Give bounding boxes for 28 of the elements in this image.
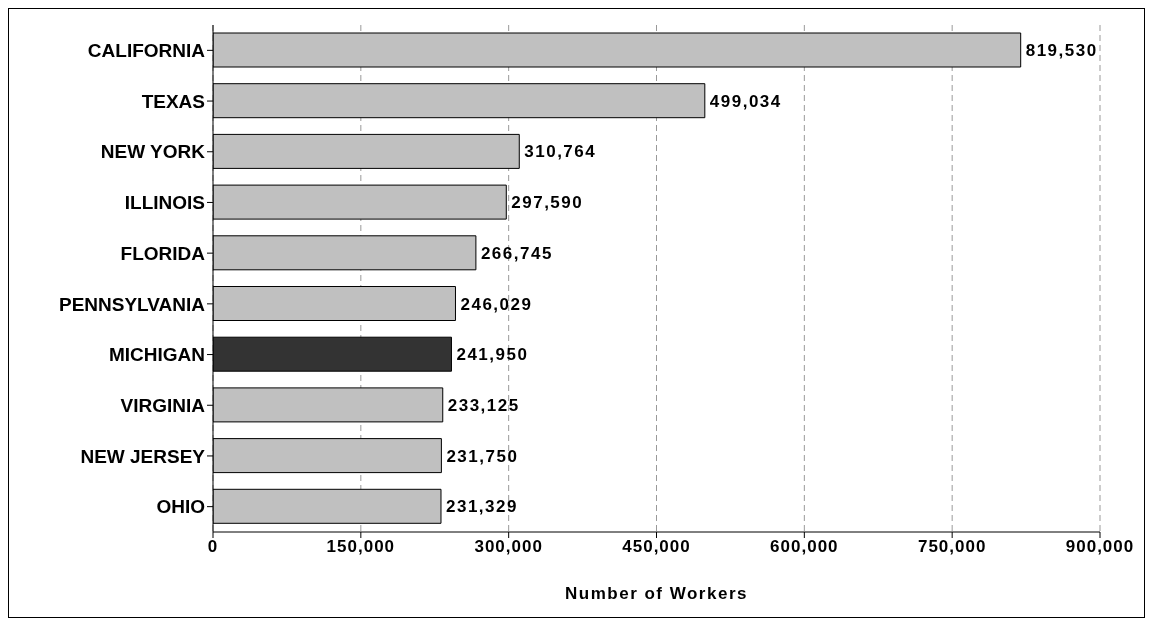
x-tick-label: 600,000 xyxy=(770,537,839,557)
y-tick-label: MICHIGAN xyxy=(108,344,205,366)
x-tick-label: 0 xyxy=(207,537,219,557)
y-tick-label: CALIFORNIA xyxy=(87,40,206,62)
data-label: 819,530 xyxy=(1025,41,1098,61)
data-label: 241,950 xyxy=(456,345,529,365)
data-label: 231,329 xyxy=(445,497,518,517)
data-label: 310,764 xyxy=(524,142,597,162)
data-label: 233,125 xyxy=(447,395,520,415)
y-tick-label: PENNSYLVANIA xyxy=(58,293,206,315)
data-label: 231,750 xyxy=(446,446,519,466)
y-tick-label: NEW JERSEY xyxy=(80,445,206,467)
y-tick-label: NEW YORK xyxy=(100,141,206,163)
x-axis-title: Number of Workers xyxy=(565,584,748,603)
y-tick-label: OHIO xyxy=(156,496,205,518)
data-label: 499,034 xyxy=(709,91,782,111)
y-tick-label: TEXAS xyxy=(141,90,205,112)
x-tick-label: 900,000 xyxy=(1065,537,1135,557)
x-tick-label: 300,000 xyxy=(474,537,543,557)
x-tick-label: 450,000 xyxy=(622,537,691,557)
data-label: 266,745 xyxy=(480,243,553,263)
data-label: 297,590 xyxy=(511,193,584,213)
x-tick-label: 750,000 xyxy=(917,537,987,557)
y-tick-label: ILLINOIS xyxy=(124,192,205,214)
y-tick-label: VIRGINIA xyxy=(120,394,206,416)
data-label: 246,029 xyxy=(460,294,533,314)
y-tick-label: FLORIDA xyxy=(120,242,206,264)
x-tick-label: 150,000 xyxy=(326,537,396,557)
